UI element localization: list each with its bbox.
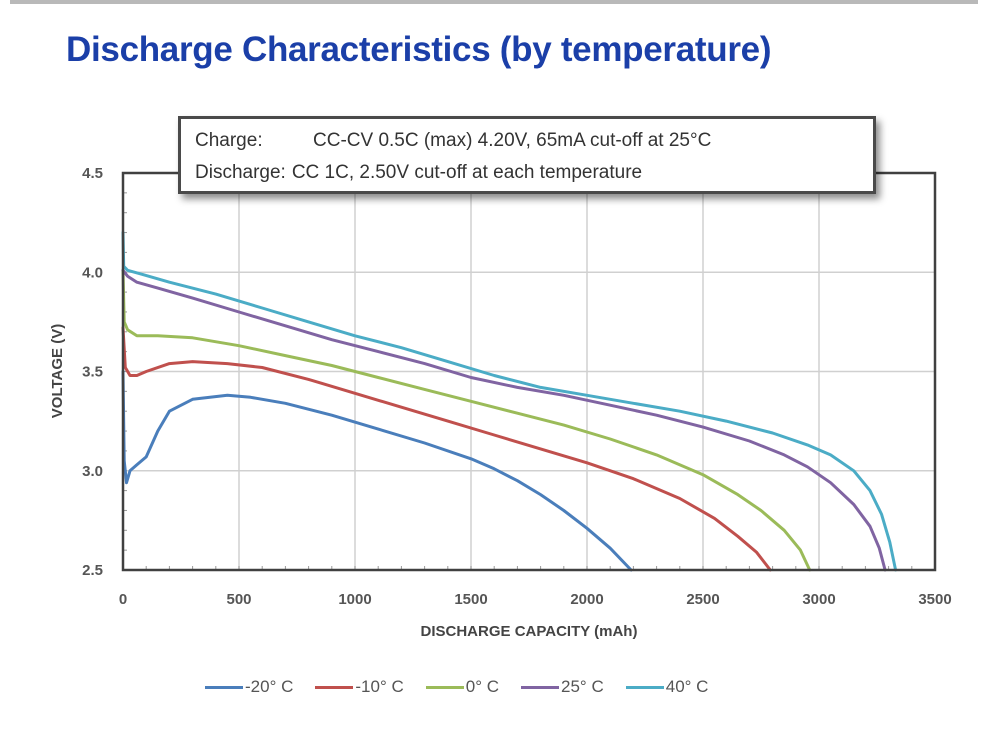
legend-label: 0° C bbox=[465, 677, 500, 696]
legend-label: -20° C bbox=[245, 677, 294, 696]
series-line-minus20Cc bbox=[121, 370, 633, 572]
x-tick-label: 1500 bbox=[454, 591, 487, 608]
discharge-label: Discharge: bbox=[195, 162, 286, 183]
y-axis-label: VOLTAGE (V) bbox=[49, 324, 66, 418]
x-tick-label: 500 bbox=[226, 591, 251, 608]
legend-swatch bbox=[425, 685, 464, 689]
test-conditions-box: Charge: CC-CV 0.5C (max) 4.20V, 65mA cut-… bbox=[178, 116, 876, 194]
charge-condition: Charge: CC-CV 0.5C (max) 4.20V, 65mA cut-… bbox=[195, 130, 711, 152]
charge-text: CC-CV 0.5C (max) 4.20V, 65mA cut-off at … bbox=[313, 130, 712, 151]
legend-label: 40° C bbox=[665, 677, 709, 696]
series-line-25Cc bbox=[121, 268, 887, 572]
y-tick-label: 2.5 bbox=[82, 562, 103, 579]
y-tick-label: 3.0 bbox=[82, 463, 103, 480]
legend-swatch bbox=[625, 685, 664, 689]
tick-labels: 0 500 1000 1500 2000 2500 3000 3500 2.5 3.0 3.5 4.0… bbox=[82, 165, 952, 608]
legend-swatch bbox=[205, 685, 243, 689]
legend-item: 25° C bbox=[521, 677, 604, 697]
discharge-condition: Discharge: CC 1C, 2.50V cut-off at each t… bbox=[195, 162, 642, 184]
series-line-0Cc bbox=[121, 268, 812, 572]
charge-label: Charge: bbox=[195, 130, 263, 151]
x-tick-label: 3500 bbox=[918, 591, 951, 608]
y-tick-label: 4.0 bbox=[82, 264, 103, 281]
legend-swatch bbox=[521, 685, 560, 689]
legend-swatch bbox=[315, 685, 354, 689]
x-tick-label: 2000 bbox=[570, 591, 603, 608]
x-tick-label: 3000 bbox=[802, 591, 835, 608]
chart-legend: -20° C -10° C 0° C 25° C 40° C bbox=[205, 676, 730, 698]
legend-item: -10° C bbox=[315, 677, 404, 697]
series-line-40Cc bbox=[121, 231, 898, 572]
y-tick-label: 3.5 bbox=[82, 364, 103, 381]
gridlines bbox=[123, 173, 935, 570]
legend-item: 0° C bbox=[425, 677, 500, 697]
series-lines bbox=[121, 231, 898, 572]
legend-item: -20° C bbox=[205, 677, 293, 697]
top-divider bbox=[10, 0, 978, 4]
x-axis-label: DISCHARGE CAPACITY (mAh) bbox=[421, 623, 638, 640]
x-tick-label: 1000 bbox=[338, 591, 371, 608]
legend-label: -10° C bbox=[355, 677, 404, 696]
cropped-text-fragment bbox=[0, 718, 1000, 730]
legend-item: 40° C bbox=[625, 677, 709, 697]
discharge-text: CC 1C, 2.50V cut-off at each temperature bbox=[291, 162, 643, 183]
y-tick-label: 4.5 bbox=[82, 165, 103, 182]
page-title: Discharge Characteristics (by temperatur… bbox=[66, 30, 772, 69]
x-tick-label: 2500 bbox=[686, 591, 719, 608]
legend-label: 25° C bbox=[561, 677, 604, 696]
series-line-minus10Cc bbox=[121, 326, 772, 572]
x-tick-label: 0 bbox=[119, 591, 127, 608]
